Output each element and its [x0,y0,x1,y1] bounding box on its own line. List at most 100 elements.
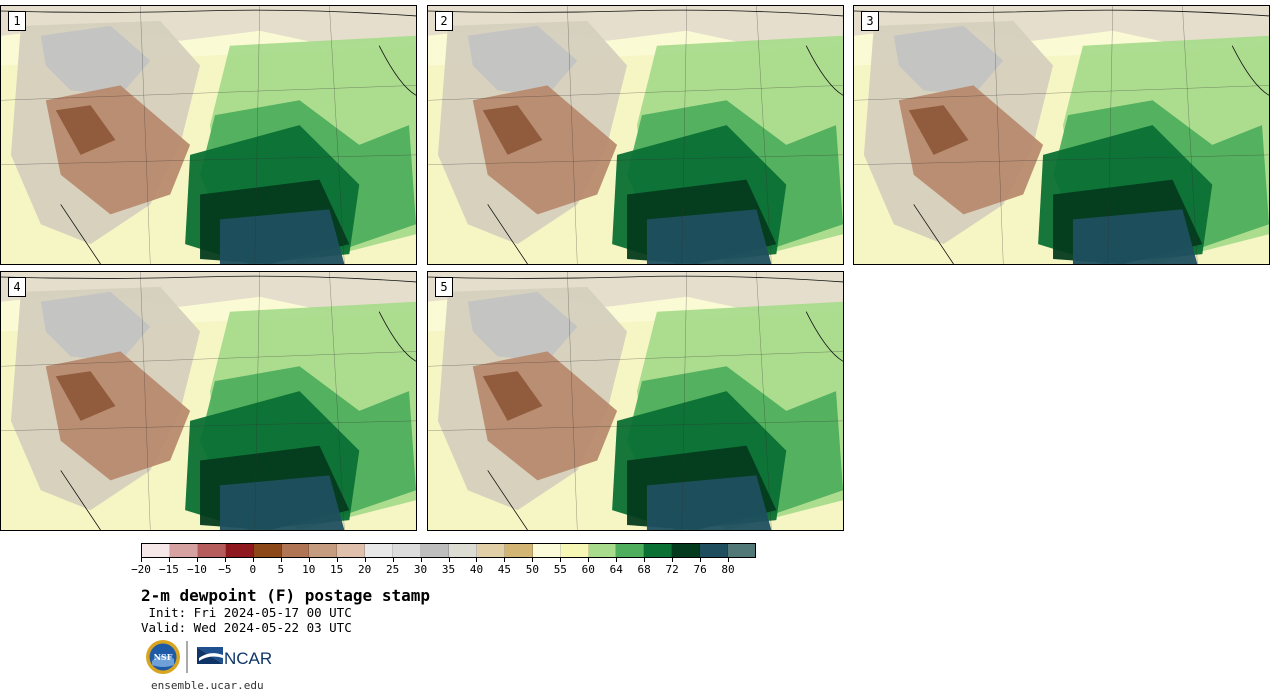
canada-land [428,6,843,46]
colorbar-tick [392,558,394,562]
colorbar-swatch [365,544,394,557]
colorbar-swatch [309,544,338,557]
gulf-water [219,475,345,530]
colorbar-tick [308,558,310,562]
colorbar-swatch [281,544,310,557]
colorbar-tick [616,558,618,562]
colorbar-tick-label: 45 [497,563,512,576]
colorbar-tick-label: 64 [609,563,623,576]
rockies-gray [40,291,151,362]
colorbar-tick [364,558,366,562]
colorbar-tick-label: −20 [131,563,151,576]
canada-land [854,6,1269,46]
colorbar-tick [280,558,282,562]
colorbar-tick-label: 55 [553,563,567,576]
colorbar-swatch [504,544,533,557]
coastline [1,275,416,530]
panel-number: 1 [8,11,26,31]
colorbar-swatch [421,544,449,557]
rockies-gray [467,291,578,362]
canada-land [428,272,843,312]
colorbar [141,543,756,558]
desert-dark [55,105,116,155]
nsf-logo-icon: NSF [146,640,180,674]
dewpoint-map [428,6,843,264]
coastline [854,9,1269,264]
map-panel-4[interactable]: 4 [0,271,417,531]
colorbar-tick [700,558,702,562]
canada-land [1,272,416,312]
state-borders [1,6,416,264]
desert-dark [482,371,543,421]
colorbar-swatch [476,544,505,557]
colorbar-tick [476,558,478,562]
colorbar-swatch [728,544,755,557]
colorbar-tick [728,558,730,562]
colorbar-swatch [616,544,645,557]
colorbar-tick [420,558,422,562]
colorbar-tick-label: 72 [665,563,679,576]
colorbar-tick-label: 68 [637,563,651,576]
state-borders [428,272,843,530]
colorbar-tick-label: 0 [249,563,257,576]
colorbar-tick [532,558,534,562]
map-panel-2[interactable]: 2 [427,5,844,265]
logos: NSF NCAR [146,640,272,674]
coastline [428,9,843,264]
colorbar-tick-label: 20 [358,563,372,576]
colorbar-swatch [142,544,170,557]
colorbar-swatch [253,544,282,557]
colorbar-tick-label: 50 [525,563,539,576]
colorbar-tick [336,558,338,562]
ncar-logo-icon: NCAR [197,647,272,668]
colorbar-swatch [197,544,226,557]
desert-dark [482,105,543,155]
colorbar-swatch [644,544,673,557]
colorbar-tick-label: 76 [693,563,707,576]
colorbar-tick-label: 30 [413,563,428,576]
colorbar-swatch [225,544,254,557]
colorbar-tick [168,558,170,562]
colorbar-tick [560,558,562,562]
colorbar-tick-label: 5 [277,563,285,576]
colorbar-tick [224,558,226,562]
colorbar-tick-label: 35 [441,563,456,576]
map-panel-5[interactable]: 5 [427,271,844,531]
valid-time: Valid: Wed 2024-05-22 03 UTC [141,620,352,635]
colorbar-swatch [588,544,617,557]
state-borders [428,6,843,264]
gulf-water [646,209,772,264]
map-panel-3[interactable]: 3 [853,5,1270,265]
colorbar-swatch [700,544,729,557]
dewpoint-map [1,272,416,530]
panel-number: 2 [435,11,453,31]
desert-dark [908,105,969,155]
colorbar-ticks: −20 −15 −10 −5 0 5 10 15 20 25 30 35 40 45 50 55 60 64 68 7… [131,558,756,578]
colorbar-swatch [672,544,701,557]
colorbar-tick [504,558,506,562]
colorbar-tick-label: 15 [330,563,344,576]
dewpoint-map [1,6,416,264]
colorbar-tick [252,558,254,562]
colorbar-swatch [448,544,477,557]
map-panel-1[interactable]: 1 [0,5,417,265]
init-time: Init: Fri 2024-05-17 00 UTC [141,605,352,620]
colorbar-tick-label: −10 [186,563,207,576]
dewpoint-map [854,6,1269,264]
panel-number: 3 [861,11,879,31]
page-title: 2-m dewpoint (F) postage stamp [141,586,430,605]
rockies-gray [893,25,1004,96]
ncar-logo-text: NCAR [224,649,272,668]
colorbar-tick [141,558,142,562]
coastline [1,9,416,264]
colorbar-tick-label: 80 [721,563,735,576]
colorbar-tick-label: −15 [159,563,179,576]
colorbar-tick-label: 40 [469,563,484,576]
colorbar-tick-label: −5 [218,563,232,576]
colorbar-swatch [169,544,198,557]
panel-number: 5 [435,277,453,297]
colorbar-tick-label: 10 [302,563,316,576]
colorbar-tick [448,558,450,562]
colorbar-tick-label: 25 [385,563,400,576]
colorbar-tick [672,558,674,562]
